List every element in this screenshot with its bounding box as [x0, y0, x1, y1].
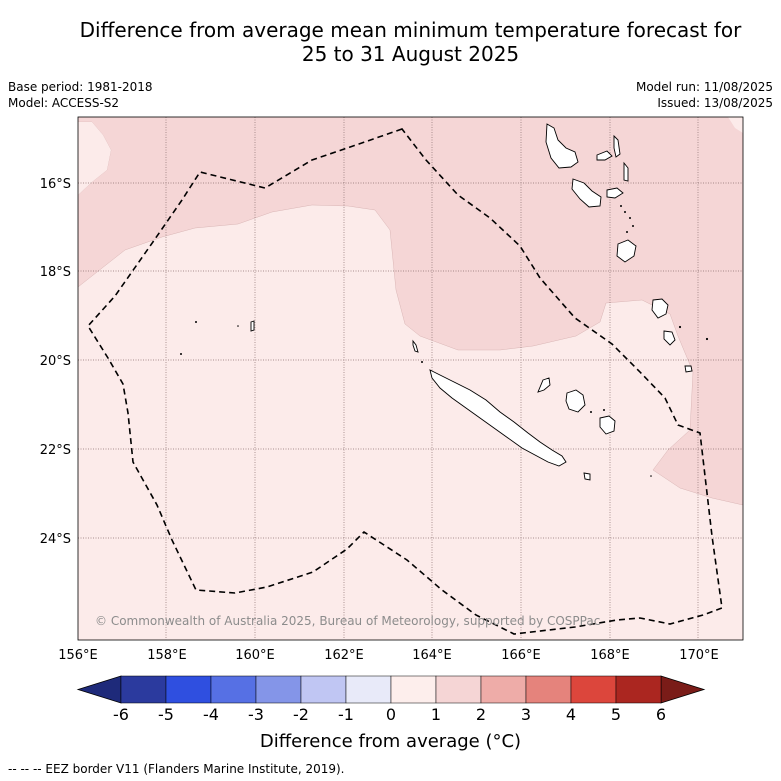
erromango: [651, 298, 669, 319]
lat-label-24s: 24°S: [40, 532, 71, 547]
colorbar-segment: [435, 675, 482, 704]
lat-label-16s: 16°S: [40, 177, 71, 192]
ambae: [596, 150, 613, 161]
colorbar-tick-label: 0: [386, 705, 396, 724]
lon-label-170e: 170°E: [679, 648, 719, 663]
lon-label-160e: 160°E: [235, 648, 275, 663]
lon-label-162e: 162°E: [324, 648, 364, 663]
maewo: [613, 134, 621, 158]
copyright-notice: © Commonwealth of Australia 2025, Bureau…: [95, 614, 600, 628]
eez-border: [87, 128, 723, 635]
tanna: [663, 330, 676, 346]
colorbar-segment: [480, 675, 527, 704]
colorbar-tick-label: -6: [113, 705, 129, 724]
colorbar-underflow-arrow: [76, 675, 122, 704]
colorbar-segment: [165, 675, 212, 704]
colorbar-tick-label: -4: [203, 705, 219, 724]
lat-label-18s: 18°S: [40, 265, 71, 280]
chesterfield-reef: [250, 320, 255, 332]
colorbar-label: Difference from average (°C): [259, 731, 522, 752]
pentecost: [623, 161, 629, 182]
lat-label-22s: 22°S: [40, 443, 71, 458]
lon-label-156e: 156°E: [58, 648, 98, 663]
anomaly-zone-0-to-1-north: [78, 122, 111, 195]
lon-label-166e: 166°E: [501, 648, 541, 663]
title-line-2: 25 to 31 August 2025: [301, 42, 520, 66]
model-name: Model: ACCESS-S2: [8, 96, 120, 110]
meta-right: Model run: 11/08/2025 Issued: 13/08/2025: [636, 79, 773, 111]
colorbar: [76, 675, 706, 704]
colorbar-segment: [615, 675, 662, 704]
colorbar-segment: [390, 675, 437, 704]
colorbar-tick-label: 3: [521, 705, 531, 724]
colorbar-segment: [525, 675, 572, 704]
land-masses: [250, 123, 693, 481]
belep-islands: [412, 339, 419, 353]
colorbar-tick-label: -1: [338, 705, 354, 724]
mare: [599, 415, 616, 435]
colorbar-overflow-arrow: [660, 675, 706, 704]
colorbar-tick-label: 4: [566, 705, 576, 724]
colorbar-tick-label: 1: [431, 705, 441, 724]
latitude-labels: 16°S 18°S 20°S 22°S 24°S: [40, 177, 71, 547]
issued-date: Issued: 13/08/2025: [657, 96, 773, 110]
isle-of-pines: [583, 472, 591, 481]
map-title: Difference from average mean minimum tem…: [0, 18, 781, 66]
colorbar-tick-label: 2: [476, 705, 486, 724]
eez-footnote: -- -- -- EEZ border V11 (Flanders Marine…: [8, 762, 345, 776]
model-run: Model run: 11/08/2025: [635, 80, 773, 94]
ambrym: [606, 187, 624, 199]
colorbar-segment: [570, 675, 617, 704]
colorbar-segment: [300, 675, 347, 704]
colorbar-tick-label: -2: [293, 705, 309, 724]
title-line-1: Difference from average mean minimum tem…: [79, 18, 742, 42]
colorbar-tick-label: 5: [611, 705, 621, 724]
base-period: Base period: 1981-2018: [8, 80, 153, 94]
colorbar-tick-label: 6: [656, 705, 666, 724]
espiritu-santo: [545, 123, 579, 169]
longitude-labels: 156°E 158°E 160°E 162°E 164°E 166°E 168°…: [58, 648, 719, 663]
ouvea: [537, 377, 551, 393]
colorbar-tick-labels: -6 -5 -4 -3 -2 -1 0 1 2 3 4 5 6: [113, 705, 666, 724]
efate: [616, 239, 637, 263]
colorbar-tick-label: -5: [158, 705, 174, 724]
colorbar-segment: [120, 675, 167, 704]
colorbar-segment: [345, 675, 392, 704]
malakula: [571, 178, 602, 208]
aneityum: [684, 365, 693, 373]
map-area: [78, 117, 743, 640]
colorbar-segment: [255, 675, 302, 704]
graticule: [78, 117, 743, 640]
map-frame: [77, 116, 744, 641]
meta-left: Base period: 1981-2018 Model: ACCESS-S2: [8, 79, 153, 111]
small-islets: [180, 205, 709, 477]
colorbar-tick-label: -3: [248, 705, 264, 724]
lat-label-20s: 20°S: [40, 354, 71, 369]
lon-label-164e: 164°E: [412, 648, 452, 663]
lon-label-158e: 158°E: [147, 648, 187, 663]
lifou: [565, 389, 586, 413]
lon-label-168e: 168°E: [590, 648, 630, 663]
new-caledonia-grande-terre: [429, 369, 567, 467]
anomaly-zone-0-to-1-northeast: [728, 117, 743, 133]
colorbar-segment: [210, 675, 257, 704]
